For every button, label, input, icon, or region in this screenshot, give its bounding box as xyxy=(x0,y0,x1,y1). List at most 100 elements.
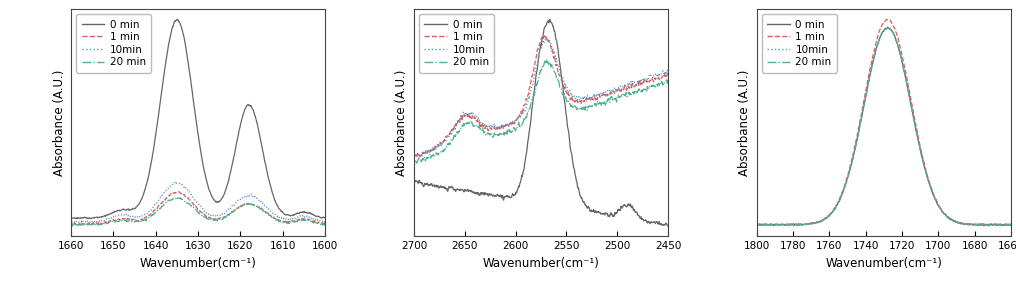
20 min xyxy=(990,223,1002,227)
0 min xyxy=(65,216,77,220)
Legend: 0 min, 1 min, 10min, 20 min: 0 min, 1 min, 10min, 20 min xyxy=(762,14,837,72)
10min xyxy=(812,221,824,224)
20 min xyxy=(751,222,763,226)
20 min xyxy=(65,223,77,227)
0 min xyxy=(126,207,138,211)
0 min xyxy=(785,223,798,227)
0 min xyxy=(407,181,421,184)
Line: 10min: 10min xyxy=(757,27,1011,226)
20 min xyxy=(856,109,869,113)
0 min xyxy=(977,224,990,228)
1 min xyxy=(538,34,551,38)
Y-axis label: Absorbance (A.U.): Absorbance (A.U.) xyxy=(739,69,752,176)
1 min xyxy=(514,115,526,118)
1 min xyxy=(319,221,331,225)
0 min xyxy=(500,195,512,198)
1 min xyxy=(72,223,84,227)
20 min xyxy=(982,224,995,228)
Legend: 0 min, 1 min, 10min, 20 min: 0 min, 1 min, 10min, 20 min xyxy=(420,14,494,72)
20 min xyxy=(1005,223,1016,226)
10min xyxy=(850,141,863,144)
10min xyxy=(76,221,88,225)
1 min xyxy=(850,138,863,142)
Line: 20 min: 20 min xyxy=(757,28,1011,226)
20 min xyxy=(500,129,512,133)
10min xyxy=(514,116,526,119)
10min xyxy=(858,108,870,112)
20 min xyxy=(842,173,854,177)
1 min xyxy=(881,18,893,21)
0 min xyxy=(468,191,481,195)
20 min xyxy=(126,219,138,223)
1 min xyxy=(304,218,316,221)
0 min xyxy=(812,220,824,224)
10min xyxy=(443,135,455,138)
10min xyxy=(646,75,658,79)
10min xyxy=(842,172,854,175)
20 min xyxy=(507,127,519,131)
20 min xyxy=(541,58,553,62)
1 min xyxy=(507,122,519,125)
1 min xyxy=(812,220,824,224)
0 min xyxy=(1005,223,1016,226)
20 min xyxy=(165,198,177,202)
10min xyxy=(65,221,77,224)
Line: 1 min: 1 min xyxy=(757,19,1011,226)
10min xyxy=(126,215,138,218)
10min xyxy=(785,223,798,227)
20 min xyxy=(319,223,331,226)
20 min xyxy=(469,125,482,128)
0 min xyxy=(71,217,83,221)
10min xyxy=(500,124,512,127)
20 min xyxy=(514,125,526,128)
0 min xyxy=(156,80,169,84)
1 min xyxy=(842,171,854,175)
1 min xyxy=(971,224,983,228)
1 min xyxy=(469,116,482,119)
10min xyxy=(172,181,184,185)
1 min xyxy=(500,124,512,127)
Line: 1 min: 1 min xyxy=(415,36,669,158)
Y-axis label: Absorbance (A.U.): Absorbance (A.U.) xyxy=(53,69,66,176)
Line: 0 min: 0 min xyxy=(415,19,669,226)
0 min xyxy=(850,142,863,145)
1 min xyxy=(856,105,869,109)
1 min xyxy=(173,190,185,194)
1 min xyxy=(785,222,798,226)
Y-axis label: Absorbance (A.U.): Absorbance (A.U.) xyxy=(395,69,408,176)
Line: 10min: 10min xyxy=(71,182,325,223)
20 min xyxy=(156,204,169,208)
20 min xyxy=(304,219,316,222)
Line: 1 min: 1 min xyxy=(71,192,325,225)
1 min xyxy=(443,132,455,136)
1 min xyxy=(172,191,184,194)
10min xyxy=(170,180,182,184)
0 min xyxy=(172,18,184,21)
10min xyxy=(751,223,763,227)
20 min xyxy=(646,84,658,87)
10min xyxy=(100,218,112,221)
20 min xyxy=(172,196,184,200)
0 min xyxy=(662,224,675,228)
1 min xyxy=(751,223,763,227)
1 min xyxy=(407,155,421,159)
1 min xyxy=(662,72,675,76)
20 min xyxy=(812,220,824,224)
10min xyxy=(764,224,776,228)
20 min xyxy=(407,161,421,165)
Line: 0 min: 0 min xyxy=(71,19,325,219)
20 min xyxy=(662,81,675,84)
10min xyxy=(304,215,316,219)
1 min xyxy=(65,221,77,225)
0 min xyxy=(751,223,763,226)
0 min xyxy=(304,211,316,215)
0 min xyxy=(172,18,184,22)
10min xyxy=(507,122,519,125)
0 min xyxy=(319,216,331,220)
20 min xyxy=(443,141,455,145)
1 min xyxy=(408,156,421,160)
1 min xyxy=(100,221,112,225)
10min xyxy=(407,155,421,158)
20 min xyxy=(171,195,183,199)
X-axis label: Wavenumber(cm⁻¹): Wavenumber(cm⁻¹) xyxy=(139,257,257,270)
